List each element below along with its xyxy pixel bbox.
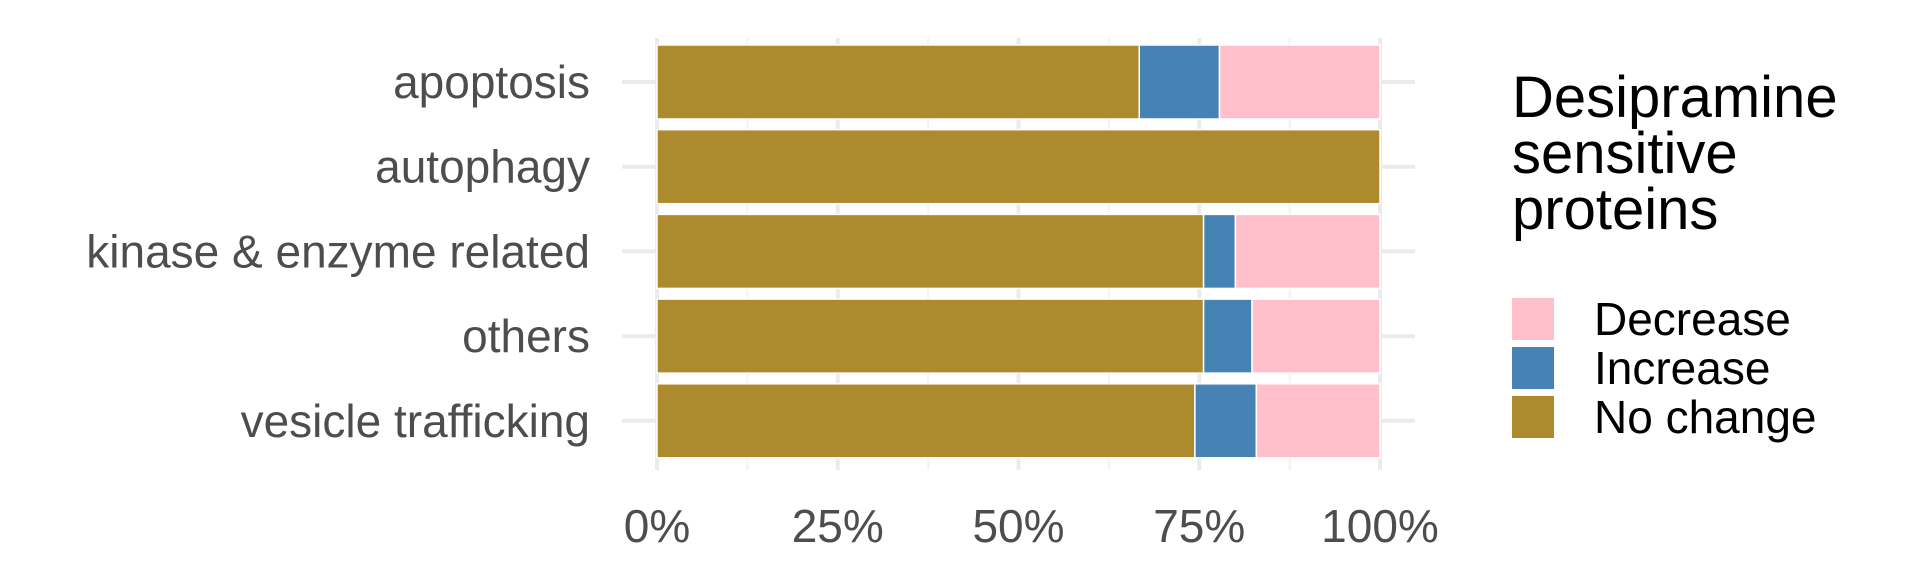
bar-segment-decrease (1251, 298, 1381, 374)
legend-swatch (1512, 396, 1554, 438)
bar-segment-increase (1202, 298, 1253, 374)
bar-segment-decrease (1255, 383, 1381, 459)
legend-label: No change (1594, 391, 1817, 443)
legend-swatch (1512, 347, 1554, 389)
legend-label: Increase (1594, 342, 1770, 394)
bar-segment-no-change (656, 128, 1381, 205)
x-tick-labels: 0% 25% 50% 75% 100% (624, 500, 1439, 552)
bar-segment-decrease (1218, 44, 1381, 120)
x-tick-label: 25% (792, 500, 884, 552)
legend-title-line: proteins (1512, 177, 1718, 242)
legend-swatch (1512, 298, 1554, 340)
x-tick-label: 75% (1153, 500, 1245, 552)
category-label: vesicle trafficking (241, 395, 590, 447)
bar-segment-increase (1138, 44, 1221, 120)
category-label: others (462, 310, 590, 362)
x-tick-label: 0% (624, 500, 690, 552)
legend-label: Decrease (1594, 293, 1791, 345)
bar-segment-no-change (656, 298, 1205, 374)
legend-title-line: sensitive (1512, 121, 1738, 186)
category-label: apoptosis (393, 56, 590, 108)
bar-segment-no-change (656, 383, 1196, 459)
legend-title-line: Desipramine (1512, 65, 1838, 130)
x-tick-label: 100% (1321, 500, 1439, 552)
bar-segment-decrease (1234, 213, 1381, 290)
bars (656, 44, 1381, 459)
x-tick-label: 50% (972, 500, 1064, 552)
category-label: autophagy (375, 141, 590, 193)
bar-segment-no-change (656, 44, 1140, 120)
category-label: kinase & enzyme related (86, 225, 590, 277)
bar-segment-increase (1194, 383, 1258, 459)
category-labels: apoptosis autophagy kinase & enzyme relate… (86, 56, 590, 447)
bar-segment-increase (1202, 213, 1237, 290)
bar-segment-no-change (656, 213, 1205, 290)
